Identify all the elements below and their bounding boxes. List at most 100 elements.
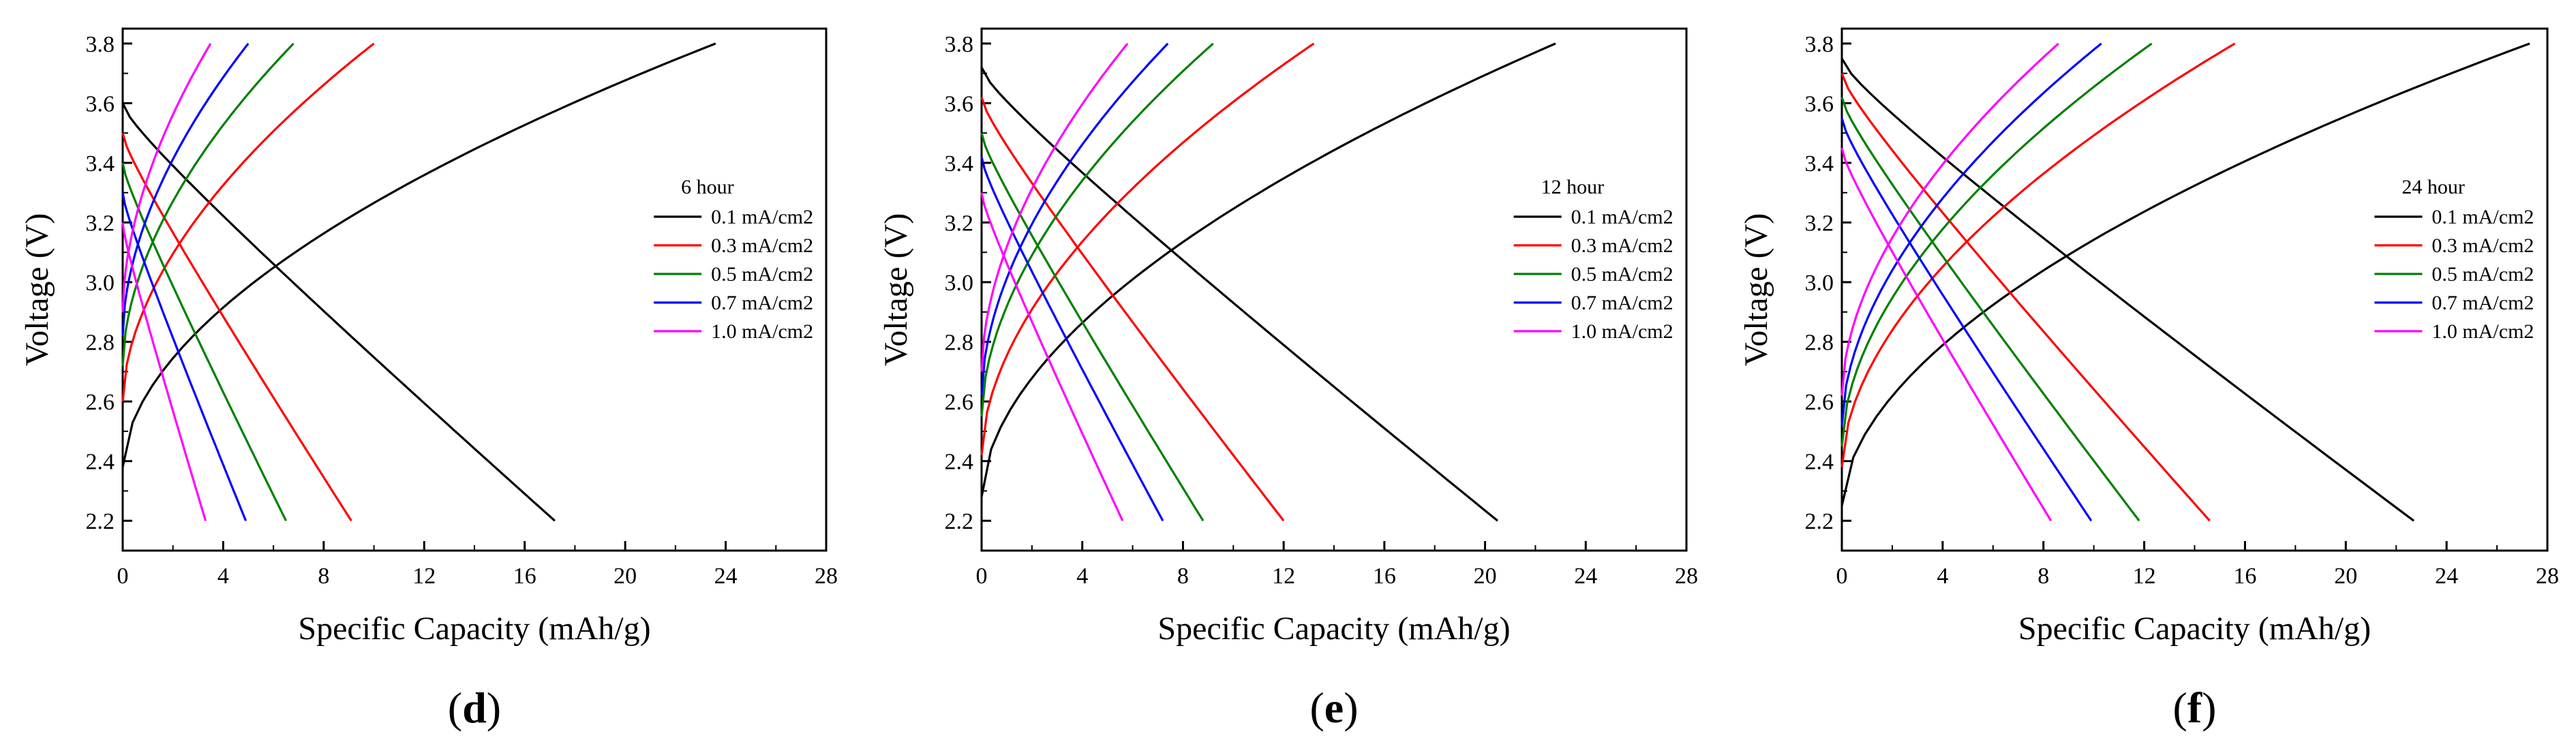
legend-label: 0.1 mA/cm2 [2431,206,2534,228]
panel-label: (d) [448,683,501,732]
x-axis-title: Specific Capacity (mAh/g) [298,611,650,647]
y-tick-label: 2.6 [86,390,115,415]
y-tick-label: 3.2 [1805,211,1834,236]
panel-label: (f) [2173,683,2217,732]
series-2-discharge-curve [1840,97,2140,522]
legend-title: 6 hour [681,176,733,198]
y-tick-label: 2.4 [86,450,115,475]
chart-panel-d: 0 4 8 12 16 20 24 28 2.2 2.4 2.6 2.8 3.0 3.2 3.4 3.6 3.8… [19,27,838,732]
x-tick-label: 4 [1937,564,1948,589]
series-3-discharge-curve [121,192,247,521]
series-1-discharge-curve [121,132,352,522]
legend-title: 12 hour [1541,176,1605,198]
x-tick-label: 20 [1474,564,1497,589]
x-tick-label: 20 [613,564,637,589]
series-2-charge-curve [1840,42,2153,446]
y-tick-label: 2.8 [945,331,974,356]
y-axis-title: Voltage (V) [19,213,55,366]
plot-frame [121,27,828,552]
panel-label-close-paren: ) [487,683,501,732]
plot-frame [1840,27,2549,552]
panel-label-open-paren: ( [2173,683,2187,732]
x-tick-label: 12 [1272,564,1295,589]
legend-label: 0.3 mA/cm2 [711,234,813,257]
legend-label: 0.7 mA/cm2 [2431,292,2534,314]
series-4-charge-curve [1840,42,2059,396]
y-tick-label: 2.8 [86,331,115,356]
x-tick-label: 12 [412,564,436,589]
y-tick-label: 2.8 [1805,331,1834,356]
chart-panel-e: 0 4 8 12 16 20 24 28 2.2 2.4 2.6 2.8 3.0 3.2 3.4 3.6 3.8… [878,27,1698,732]
y-tick-label: 2.4 [945,450,974,475]
y-tick-label: 3.8 [945,32,974,57]
legend-label: 1.0 mA/cm2 [1571,320,1673,343]
y-tick-label: 3.2 [86,211,115,236]
y-tick-label: 3.0 [945,271,974,296]
series-0-discharge-curve [980,67,1499,522]
legend-label: 0.7 mA/cm2 [1571,292,1673,314]
series-1-discharge-curve [1840,73,2211,522]
y-tick-label: 3.8 [1805,32,1834,57]
legend-label: 0.1 mA/cm2 [1571,206,1673,228]
panel-label-open-paren: ( [448,683,462,732]
panel-label-open-paren: ( [1309,683,1324,732]
y-tick-label: 3.8 [86,32,115,57]
x-tick-label: 8 [318,564,329,589]
y-tick-label: 2.6 [1805,390,1834,415]
y-tick-label: 3.2 [945,211,974,236]
series-1-charge-curve [121,42,375,402]
y-tick-label: 3.0 [1805,271,1834,296]
y-tick-label: 3.6 [1805,91,1834,117]
y-tick-label: 3.6 [86,91,115,117]
y-tick-label: 3.6 [945,91,974,117]
series-0-discharge-curve [121,102,556,522]
x-tick-label: 4 [217,564,229,589]
x-tick-label: 16 [1373,564,1396,589]
series-3-charge-curve [121,42,249,336]
panel-label: (e) [1309,683,1358,732]
series-3-charge-curve [1840,42,2102,426]
y-tick-label: 3.4 [1805,151,1834,176]
series-4-discharge-curve [121,222,207,521]
x-tick-label: 24 [2435,564,2458,589]
y-axis-title: Voltage (V) [1738,213,1774,366]
series-0-charge-curve [1840,42,2530,506]
legend-label: 0.3 mA/cm2 [1571,234,1673,257]
series-2-charge-curve [980,42,1214,417]
x-axis-title: Specific Capacity (mAh/g) [1157,611,1510,647]
x-tick-label: 24 [714,564,738,589]
series-0-charge-curve [980,42,1556,497]
series-2-charge-curve [121,42,294,366]
y-tick-label: 2.2 [945,509,974,534]
y-tick-label: 3.4 [86,151,115,176]
y-axis-title: Voltage (V) [878,213,914,366]
panel-label-close-paren: ) [1344,683,1358,732]
series-0-discharge-curve [1840,57,2415,522]
x-tick-label: 0 [976,564,988,589]
series-2-discharge-curve [980,132,1204,522]
legend-label: 1.0 mA/cm2 [711,320,813,343]
series-4-charge-curve [980,42,1129,372]
x-tick-label: 4 [1076,564,1088,589]
y-tick-label: 3.0 [86,271,115,296]
series-3-charge-curve [980,42,1169,396]
panel-label-letter: d [462,683,487,732]
series-3-discharge-curve [980,156,1164,521]
series-2-discharge-curve [121,162,288,521]
panel-label-letter: e [1324,683,1344,732]
series-1-charge-curve [980,42,1315,456]
plot-frame [980,27,1688,552]
series-4-charge-curve [121,43,212,312]
series-1-charge-curve [1840,42,2236,467]
panel-label-letter: f [2187,683,2202,732]
y-tick-label: 3.4 [945,151,974,176]
series-4-discharge-curve [1840,147,2052,522]
series-1-discharge-curve [980,97,1285,522]
x-tick-label: 12 [2133,564,2156,589]
y-tick-label: 2.2 [86,509,115,534]
series-4-discharge-curve [980,192,1124,521]
legend-label: 1.0 mA/cm2 [2431,320,2534,343]
y-tick-label: 2.4 [1805,450,1834,475]
y-tick-label: 2.6 [945,390,974,415]
